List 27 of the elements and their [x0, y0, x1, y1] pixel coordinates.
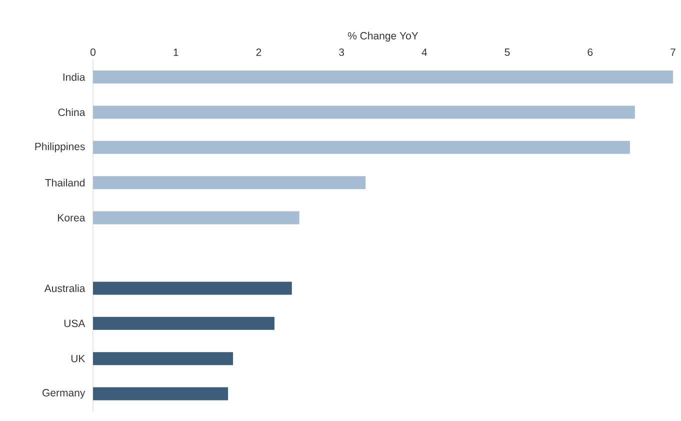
y-tick-label: China [58, 108, 86, 116]
y-tick-label: UK [71, 354, 86, 362]
bar [93, 106, 635, 119]
x-tick-label: 7 [670, 48, 676, 56]
x-tick-label: 1 [174, 48, 178, 56]
x-axis-title: % Change YoY [348, 32, 418, 42]
bar [93, 352, 234, 366]
bar [93, 70, 673, 84]
y-tick-label: India [63, 73, 86, 81]
bar [93, 282, 292, 295]
x-tick-label: 5 [504, 48, 510, 56]
bar [93, 316, 274, 330]
bar [93, 211, 300, 224]
x-tick-label: 3 [339, 48, 344, 56]
x-tick-label: 0 [90, 48, 96, 56]
y-tick-label: USA [64, 320, 86, 328]
x-tick-label: 4 [422, 48, 428, 56]
x-tick-label: 6 [588, 48, 593, 56]
y-tick-label: Thailand [45, 178, 85, 186]
y-tick-label: Korea [58, 214, 86, 222]
y-tick-label: Philippines [35, 142, 85, 152]
bar [93, 140, 630, 154]
bar [93, 176, 366, 190]
y-tick-label: Australia [44, 284, 86, 292]
y-tick-label: Germany [42, 389, 86, 399]
bar [93, 387, 228, 400]
x-tick-label: 2 [256, 48, 262, 56]
